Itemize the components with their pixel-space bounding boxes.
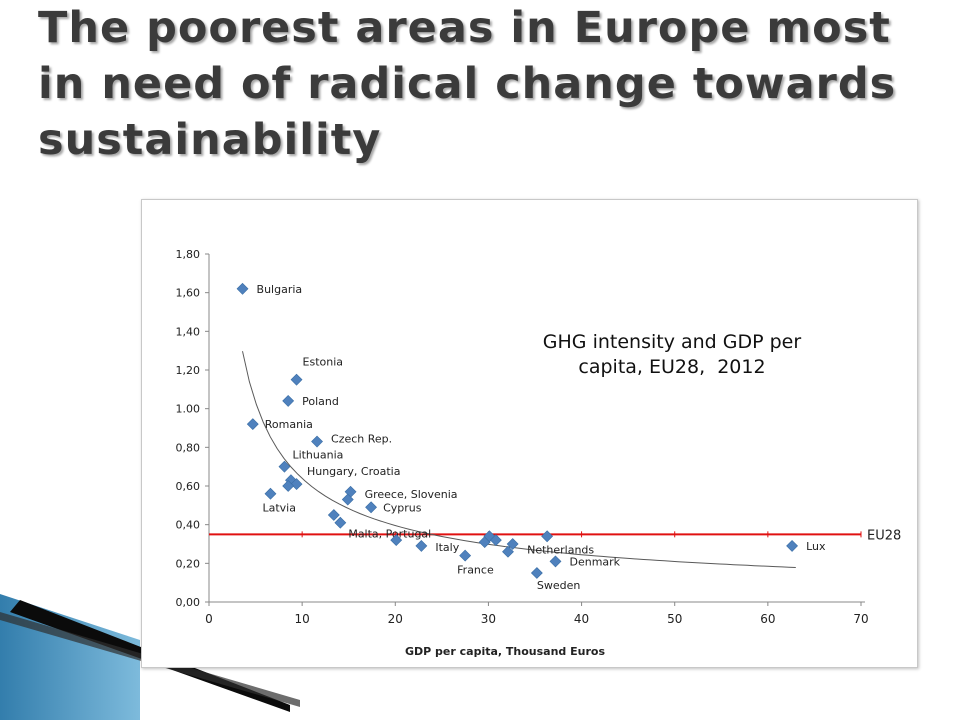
point-label: Cyprus xyxy=(383,501,422,514)
data-point xyxy=(282,395,295,407)
scatter-chart: 0,00 0,20 0,40 0,60 0,80 1.00 1,20 1,40 1,60 1,80… xyxy=(176,248,902,658)
data-point xyxy=(278,460,291,473)
data-point xyxy=(334,516,347,529)
point-label: Czech Rep. xyxy=(331,433,392,446)
point-label: Italy xyxy=(435,541,459,554)
point-label: Lithuania xyxy=(292,449,343,462)
data-point xyxy=(549,555,562,568)
power-trendline xyxy=(242,351,796,568)
slide-title: The poorest areas in Europe most in need… xyxy=(38,3,897,165)
point-label: Netherlands xyxy=(527,543,594,556)
chart-panel: 0,00 0,20 0,40 0,60 0,80 1.00 1,20 1,40 1,60 1,80… xyxy=(141,199,918,668)
x-tick-label: 70 xyxy=(853,612,868,626)
y-tick-label: 1,40 xyxy=(176,325,201,338)
x-tick-label: 60 xyxy=(760,612,775,626)
point-label: Romania xyxy=(265,418,313,431)
y-tick-label: 1,20 xyxy=(176,364,201,377)
data-point xyxy=(246,418,259,431)
annotation-line-2: capita, EU28, 2012 xyxy=(578,356,766,378)
x-tick-label: 50 xyxy=(667,612,682,626)
point-label: Latvia xyxy=(262,502,296,515)
y-tick-label: 0,80 xyxy=(176,441,201,454)
point-label: Greece, Slovenia xyxy=(365,488,458,501)
data-point xyxy=(530,567,543,579)
data-point xyxy=(311,435,323,448)
data-point xyxy=(264,487,277,500)
annotation-line-1: GHG intensity and GDP per xyxy=(542,331,802,353)
x-tick-label: 0 xyxy=(205,612,213,626)
data-point xyxy=(506,538,519,550)
data-point xyxy=(365,501,377,514)
point-label: Estonia xyxy=(303,356,344,369)
data-point xyxy=(541,530,554,543)
data-point xyxy=(290,478,303,490)
data-point xyxy=(786,540,798,552)
x-tick-label: 40 xyxy=(574,612,589,626)
x-tick-label: 30 xyxy=(481,612,496,626)
y-tick-label: 1.00 xyxy=(176,403,201,416)
y-tick-label: 1,60 xyxy=(176,287,201,300)
data-point xyxy=(415,540,428,552)
y-tick-label: 0,60 xyxy=(176,480,201,493)
data-point xyxy=(290,373,303,386)
data-point xyxy=(459,549,472,562)
point-label: Sweden xyxy=(537,579,580,592)
y-tick-label: 1,80 xyxy=(176,248,201,261)
y-tick-label: 0,20 xyxy=(176,557,201,570)
point-label: Poland xyxy=(302,395,339,408)
point-label: Lux xyxy=(806,540,826,553)
chart-annotation: GHG intensity and GDP per capita, EU28, … xyxy=(472,330,872,380)
data-point xyxy=(502,545,514,558)
point-label: Denmark xyxy=(569,555,620,568)
data-point xyxy=(489,534,502,547)
point-label: Malta, Portugal xyxy=(348,528,431,541)
x-tick-label: 10 xyxy=(295,612,310,626)
y-tick-label: 0,00 xyxy=(176,596,201,609)
data-point xyxy=(282,480,295,492)
point-label: Hungary, Croatia xyxy=(307,465,401,478)
eu28-label: EU28 xyxy=(867,528,901,543)
y-tick-label: 0,40 xyxy=(176,519,201,532)
data-point xyxy=(236,282,249,295)
point-label: France xyxy=(457,564,494,577)
x-axis-title: GDP per capita, Thousand Euros xyxy=(405,645,605,658)
point-label: Bulgaria xyxy=(257,283,303,296)
data-point xyxy=(390,534,403,547)
data-point xyxy=(327,509,340,521)
x-tick-label: 20 xyxy=(388,612,403,626)
data-point xyxy=(341,493,354,506)
